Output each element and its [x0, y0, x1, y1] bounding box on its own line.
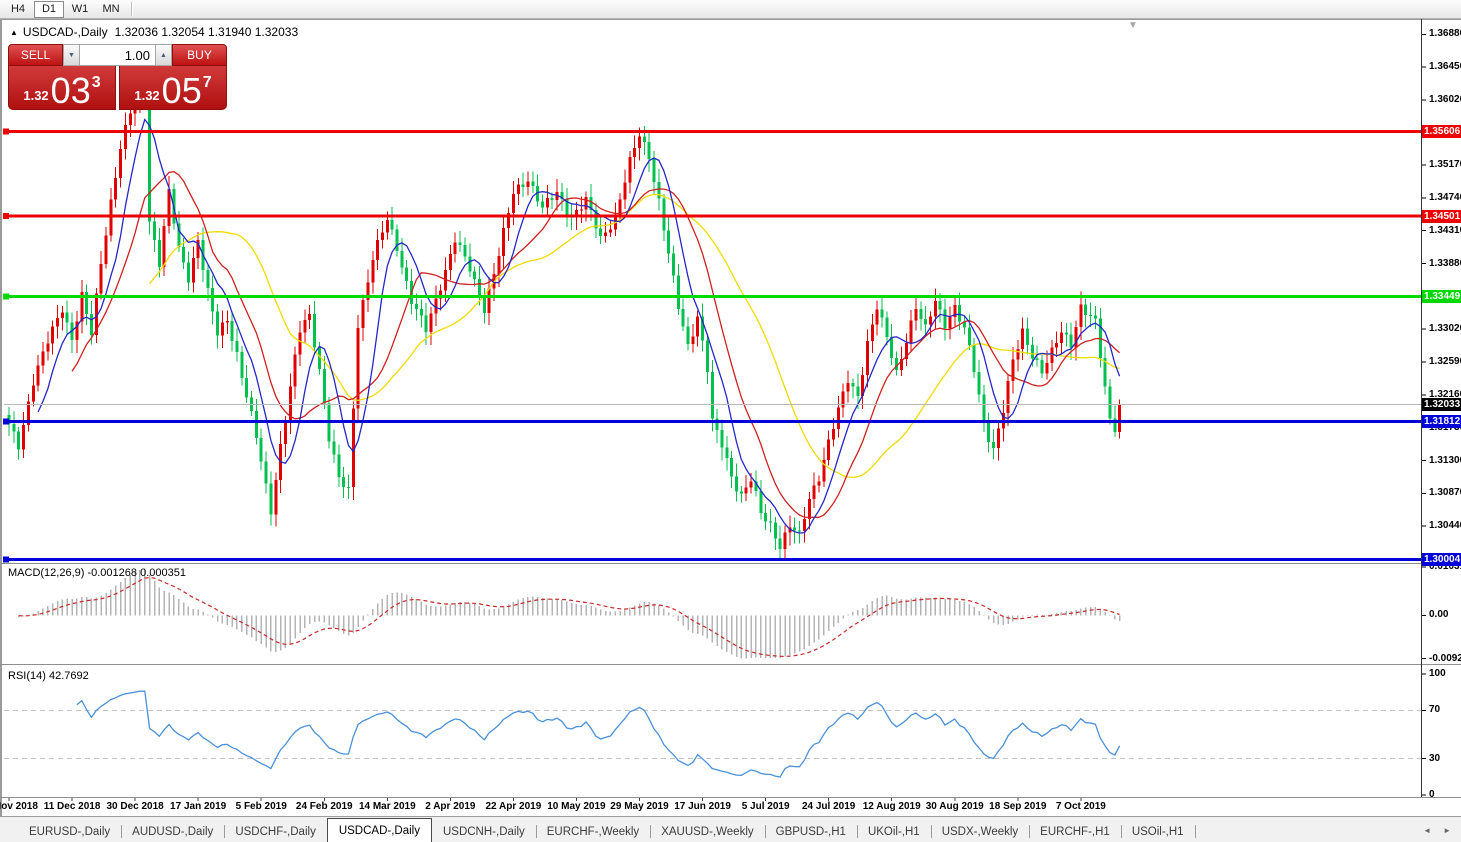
- price-tick-label: 1.32160: [1429, 388, 1461, 400]
- date-tick-label: 5 Feb 2019: [235, 801, 287, 812]
- tab-scroll-right-icon[interactable]: ►: [1443, 826, 1451, 835]
- volume-increase-button[interactable]: ▲: [155, 44, 172, 66]
- chart-quotes: 1.32036 1.32054 1.31940 1.32033: [114, 25, 299, 39]
- price-tick-label: 1.34310: [1429, 224, 1461, 236]
- timeframe-button-mn[interactable]: MN: [102, 3, 120, 15]
- macd-axis-label: -0.009203: [1429, 652, 1461, 664]
- one-click-trading-toggle-icon[interactable]: ▲: [10, 28, 18, 37]
- date-tick-label: 5 Jul 2019: [741, 801, 790, 812]
- price-tick-label: 1.34740: [1429, 191, 1461, 203]
- pane-separator-rsi[interactable]: [0, 664, 1461, 665]
- date-tick-label: 2 Apr 2019: [425, 801, 476, 812]
- rsi-axis-label: 0: [1429, 789, 1435, 800]
- price-tick-label: 1.36450: [1429, 61, 1461, 73]
- date-tick-label: 17 Jan 2019: [170, 801, 227, 812]
- date-tick-label: 10 May 2019: [547, 801, 606, 812]
- level-price-chip: 1.33449: [1422, 289, 1461, 303]
- date-tick-label: 17 Jun 2019: [674, 801, 731, 812]
- sell-button[interactable]: SELL: [8, 44, 63, 66]
- level-price-chip: 1.35606: [1422, 125, 1461, 139]
- price-tick-label: 1.30870: [1429, 487, 1461, 499]
- tab-usdx-weekly[interactable]: USDX-,Weekly: [931, 822, 1031, 842]
- chart-window: [0, 19, 1461, 816]
- price-tick-label: 1.36020: [1429, 94, 1461, 106]
- tab-usdcad-daily[interactable]: USDCAD-,Daily: [326, 818, 432, 842]
- sell-price-button[interactable]: 1.32 03 3: [8, 66, 116, 110]
- current-price-chip: 1.32033: [1422, 398, 1461, 412]
- sell-price-small: 1.32: [23, 88, 49, 103]
- date-tick-label: 24 Feb 2019: [295, 801, 353, 812]
- spin-up-icon: ▲: [160, 51, 167, 59]
- price-tick-label: 1.33020: [1429, 323, 1461, 335]
- date-tick-label: 14 Mar 2019: [358, 801, 416, 812]
- rsi-label: RSI(14) 42.7692: [8, 670, 89, 682]
- buy-button[interactable]: BUY: [172, 44, 227, 66]
- timeframe-button-h4[interactable]: H4: [10, 3, 26, 15]
- chart-symbol-period: USDCAD-,Daily: [22, 25, 108, 39]
- price-axis-border: [1421, 19, 1422, 797]
- sell-price-sup: 3: [91, 74, 101, 91]
- timeframe-button-d1[interactable]: D1: [34, 0, 64, 18]
- chart-title: ▲ USDCAD-,Daily 1.32036 1.32054 1.31940 1.…: [10, 25, 298, 39]
- volume-decrease-button[interactable]: ▼: [63, 44, 80, 66]
- one-click-trading-panel: SELL ▼ ▲ BUY 1.32 03 3 1.32 05 7: [8, 44, 227, 110]
- price-tick-label: 1.36880: [1429, 28, 1461, 40]
- level-price-chip: 1.30004: [1422, 553, 1461, 567]
- tab-scroll-left-icon[interactable]: ◄: [1423, 826, 1432, 835]
- date-tick-label: 11 Dec 2018: [43, 801, 101, 812]
- chart-tab-bar: EURUSD-,Daily AUDUSD-,Daily USDCHF-,Daily U…: [0, 816, 1461, 842]
- toolbar-separator: [131, 2, 132, 16]
- tab-ukoil-h1[interactable]: UKOil-,H1: [857, 822, 932, 842]
- rsi-axis-label: 70: [1429, 704, 1441, 716]
- tab-xauusd-weekly[interactable]: XAUUSD-,Weekly: [650, 822, 766, 842]
- period-toolbar: H4 D1 W1 MN: [0, 0, 1461, 19]
- price-tick-label: 1.33880: [1429, 257, 1461, 269]
- tab-gbpusd-h1[interactable]: GBPUSD-,H1: [765, 822, 858, 842]
- volume-input[interactable]: [80, 44, 155, 66]
- buy-price-sup: 7: [202, 74, 212, 91]
- price-tick-label: 1.31300: [1429, 454, 1461, 466]
- buy-price-small: 1.32: [134, 88, 160, 103]
- macd-axis-label: 0.00: [1429, 609, 1449, 621]
- timeframe-button-w1[interactable]: W1: [71, 3, 89, 15]
- tab-usdcnh-daily[interactable]: USDCNH-,Daily: [432, 822, 537, 842]
- time-axis-separator: [0, 797, 1461, 798]
- tab-usoil-h1[interactable]: USOil-,H1: [1121, 822, 1196, 842]
- tab-eurchf-weekly[interactable]: EURCHF-,Weekly: [536, 822, 652, 842]
- date-tick-label: 22 Nov 2018: [0, 801, 38, 812]
- buy-price-big: 05: [161, 70, 202, 111]
- tab-usdchf-daily[interactable]: USDCHF-,Daily: [224, 822, 328, 842]
- rsi-axis-label: 100: [1429, 668, 1446, 679]
- macd-label: MACD(12,26,9) -0.001268 0.000351: [8, 567, 186, 579]
- level-price-chip: 1.31812: [1422, 414, 1461, 428]
- level-price-chip: 1.34501: [1422, 209, 1461, 223]
- buy-price-button[interactable]: 1.32 05 7: [119, 66, 227, 110]
- spin-down-icon: ▼: [68, 51, 75, 59]
- rsi-axis-label: 30: [1429, 752, 1441, 764]
- tab-scroll-buttons: ◄ ►: [1423, 826, 1451, 835]
- sell-price-big: 03: [50, 70, 91, 111]
- pane-separator-macd[interactable]: [0, 563, 1461, 564]
- tab-eurchf-h1[interactable]: EURCHF-,H1: [1029, 822, 1122, 842]
- price-tick-label: 1.32590: [1429, 356, 1461, 368]
- date-tick-label: 29 May 2019: [610, 801, 669, 812]
- date-tick-label: 30 Dec 2018: [106, 801, 164, 812]
- date-tick-label: 30 Aug 2019: [925, 801, 984, 812]
- date-tick-label: 7 Oct 2019: [1055, 801, 1106, 812]
- macd-axis-label: 0.010311: [1429, 560, 1461, 572]
- date-tick-label: 22 Apr 2019: [485, 801, 542, 812]
- price-tick-label: 1.35170: [1429, 158, 1461, 170]
- tab-audusd-daily[interactable]: AUDUSD-,Daily: [121, 822, 226, 842]
- date-tick-label: 12 Aug 2019: [862, 801, 921, 812]
- tab-eurusd-daily[interactable]: EURUSD-,Daily: [18, 822, 123, 842]
- date-tick-label: 18 Sep 2019: [989, 801, 1047, 812]
- chart-shift-marker-icon[interactable]: ▼: [1128, 20, 1138, 31]
- date-tick-label: 24 Jul 2019: [801, 801, 856, 812]
